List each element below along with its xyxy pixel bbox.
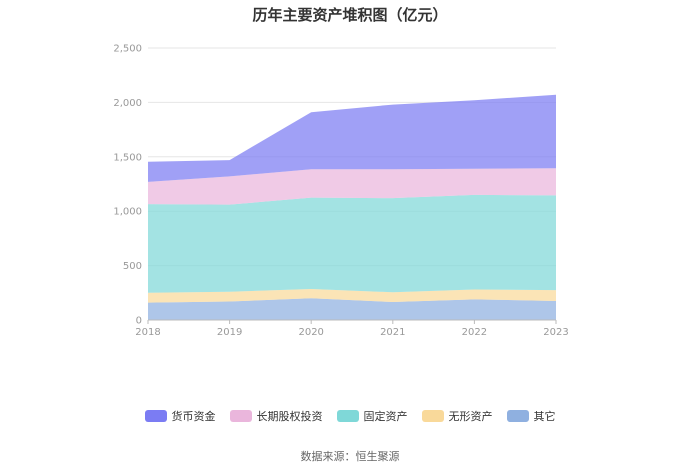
legend-item[interactable]: 长期股权投资 — [229, 408, 323, 424]
legend-swatch — [506, 410, 529, 422]
area-series-固定资产 — [148, 194, 556, 293]
area-layer — [148, 94, 556, 320]
x-tick-label: 2023 — [543, 327, 568, 338]
y-tick-label: 1,500 — [113, 152, 142, 163]
area-series-货币资金 — [148, 94, 556, 182]
legend-label: 其它 — [533, 410, 556, 423]
legend-item[interactable]: 货币资金 — [144, 408, 216, 424]
legend-swatch — [336, 410, 359, 422]
axis-layer: 0 500 1,000 1,500 2,000 2,500 2018 2019 2020 2021… — [113, 44, 568, 339]
x-tick-label: 2020 — [298, 327, 323, 338]
area-series-长期股权投资 — [148, 168, 556, 205]
legend-label: 无形资产 — [448, 410, 493, 423]
x-tick-label: 2022 — [462, 327, 487, 338]
chart-title: 历年主要资产堆积图（亿元） — [252, 6, 448, 24]
legend-label: 长期股权投资 — [256, 410, 323, 423]
y-tick-label: 0 — [136, 316, 142, 327]
legend-label: 货币资金 — [171, 410, 216, 423]
legend: 货币资金 长期股权投资 固定资产 无形资产 其它 — [0, 408, 700, 424]
x-tick-label: 2021 — [380, 327, 405, 338]
y-tick-label: 2,500 — [113, 44, 142, 55]
x-tick-label: 2019 — [217, 327, 242, 338]
legend-swatch — [421, 410, 444, 422]
area-series-无形资产 — [148, 288, 556, 303]
legend-swatch — [144, 410, 167, 422]
y-tick-label: 500 — [123, 261, 142, 272]
y-tick-label: 1,000 — [113, 207, 142, 218]
legend-label: 固定资产 — [363, 410, 408, 423]
legend-swatch — [229, 410, 252, 422]
data-source: 数据来源：恒生聚源 — [300, 450, 400, 463]
legend-item[interactable]: 固定资产 — [336, 408, 408, 424]
legend-item[interactable]: 无形资产 — [421, 408, 493, 424]
legend-item[interactable]: 其它 — [506, 408, 556, 424]
area-series-其它 — [148, 298, 556, 320]
x-tick-label: 2018 — [135, 327, 160, 338]
y-tick-label: 2,000 — [113, 98, 142, 109]
